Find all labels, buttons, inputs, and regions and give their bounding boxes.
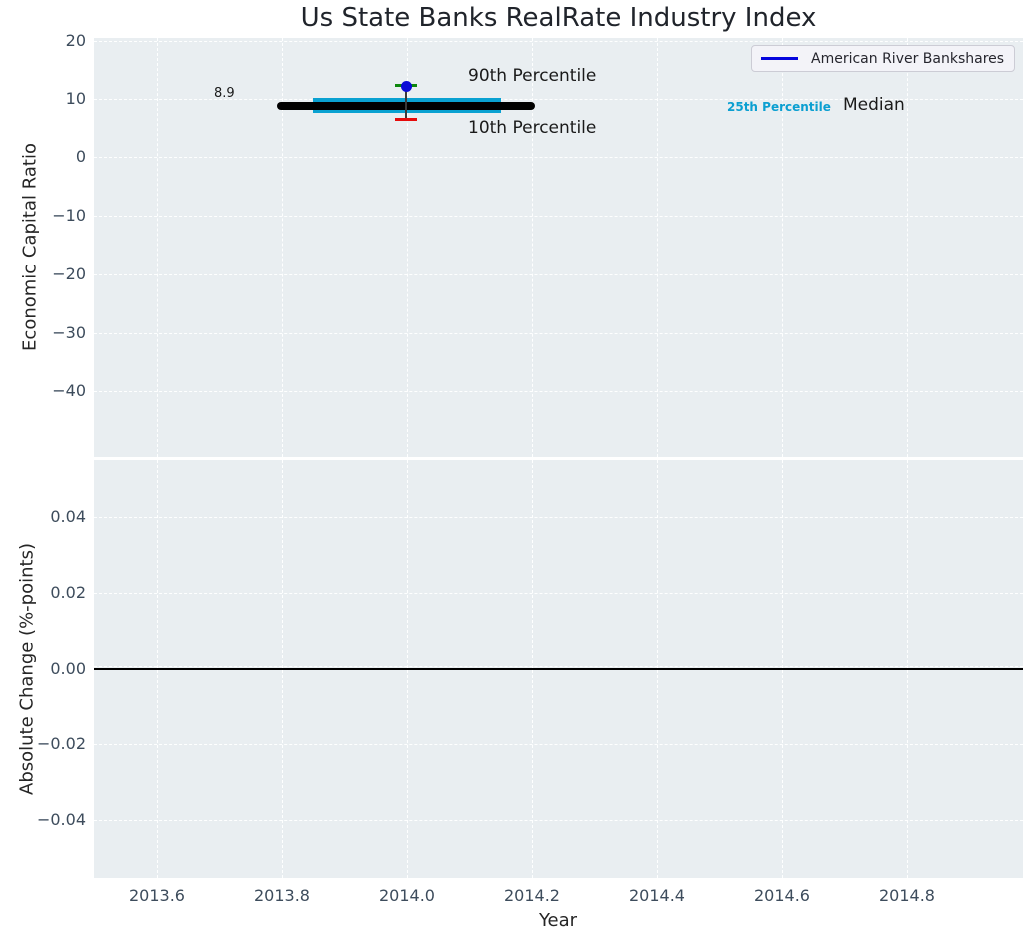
p90-annotation: 90th Percentile	[468, 66, 597, 86]
legend: American River Bankshares	[751, 45, 1015, 72]
gridline-v	[532, 38, 533, 457]
gridline-h	[94, 274, 1023, 275]
gridline-h	[94, 157, 1023, 158]
ytick-top: −30	[52, 323, 86, 342]
ytick-top: 20	[65, 31, 86, 50]
ytick-bottom: −0.02	[36, 734, 86, 753]
zero-change-line	[94, 668, 1023, 670]
gridline-h	[94, 41, 1023, 42]
bottom-y-axis-label: Absolute Change (%-points)	[16, 543, 38, 795]
p25-annotation: 25th Percentile	[727, 100, 831, 114]
gridline-h	[94, 216, 1023, 217]
ytick-bottom: 0.00	[50, 659, 86, 678]
gridline-v	[657, 38, 658, 457]
percentile-errorbar-line	[405, 87, 407, 119]
xtick: 2014.6	[754, 886, 810, 905]
xtick: 2013.6	[129, 886, 185, 905]
p10-cap	[395, 118, 417, 121]
gridline-h	[94, 391, 1023, 392]
bottom-plot-area	[94, 460, 1023, 878]
gridline-h	[94, 744, 1023, 745]
ytick-top: 10	[65, 89, 86, 108]
chart-title: Us State Banks RealRate Industry Index	[300, 3, 817, 33]
top-y-axis-label: Economic Capital Ratio	[19, 143, 41, 351]
ytick-bottom: 0.04	[50, 507, 86, 526]
gridline-v	[157, 38, 158, 457]
ytick-top: −20	[52, 264, 86, 283]
legend-label: American River Bankshares	[811, 50, 1005, 67]
ytick-bottom: 0.02	[50, 583, 86, 602]
gridline-h	[94, 333, 1023, 334]
median-annotation: Median	[843, 95, 905, 115]
company-data-point	[401, 81, 412, 92]
gridline-h	[94, 517, 1023, 518]
p10-annotation: 10th Percentile	[468, 118, 597, 138]
xtick: 2013.8	[254, 886, 310, 905]
gridline-h	[94, 666, 1023, 667]
xtick: 2014.0	[379, 886, 435, 905]
xtick: 2014.4	[629, 886, 685, 905]
gridline-v	[907, 38, 908, 457]
ytick-bottom: −0.04	[36, 810, 86, 829]
top-plot-area: 8.9 90th Percentile 10th Percentile 25th…	[94, 38, 1023, 457]
gridline-v	[782, 38, 783, 457]
xtick: 2014.8	[879, 886, 935, 905]
x-axis-label: Year	[538, 910, 578, 931]
ytick-top: −10	[52, 206, 86, 225]
median-value-label: 8.9	[214, 86, 235, 101]
xtick: 2014.2	[504, 886, 560, 905]
gridline-h	[94, 593, 1023, 594]
ytick-top: −40	[52, 381, 86, 400]
gridline-v	[282, 38, 283, 457]
legend-line-swatch	[761, 57, 798, 60]
ytick-top: 0	[75, 147, 86, 166]
gridline-h	[94, 99, 1023, 100]
gridline-v	[407, 38, 408, 457]
gridline-h	[94, 820, 1023, 821]
